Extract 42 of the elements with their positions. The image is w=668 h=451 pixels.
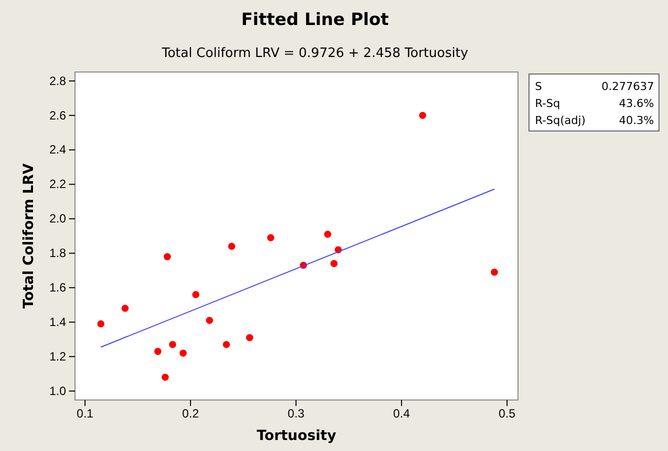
point [97,320,104,328]
y-tick-label: 1.2 [49,349,66,364]
chart-title: Fitted Line Plot [241,10,389,30]
x-tick-label: 0.2 [182,406,200,421]
x-tick-label: 0.5 [498,406,516,421]
x-tick-label: 0.4 [393,406,410,421]
text: 0.277637 [602,80,654,93]
point [180,350,187,357]
point [192,291,200,298]
y-tick-label: 2.2 [49,177,66,192]
point [164,253,171,260]
point [419,112,426,119]
text: 43.6% [619,97,654,110]
y-tick-label: 1.0 [49,384,66,398]
x-tick-label: 0.1 [76,406,94,421]
point [330,260,338,268]
point [490,268,498,276]
point [169,340,176,348]
text: 40.3% [619,114,654,127]
point [122,304,129,312]
point [162,374,169,381]
point [246,334,254,342]
point [267,234,274,242]
y-tick-label: 2.0 [49,212,66,226]
text: R-Sq [535,97,560,110]
y-tick-label: 1.6 [49,280,66,295]
point [206,316,214,324]
text: R-Sq(adj) [535,114,586,127]
y-tick-label: 1.8 [49,246,66,260]
y-tick-label: 2.4 [49,142,66,157]
x-axis-title: Tortuosity [256,428,336,444]
text: S [535,80,542,93]
y-axis-title: Total Coliform LRV [21,163,37,309]
y-tick-label: 2.8 [49,74,66,88]
point [228,242,236,250]
y-tick-label: 1.4 [49,314,66,329]
point [222,340,230,348]
x-tick-label: 0.3 [288,406,305,421]
chart-subtitle: Total Coliform LRV = 0.9726 + 2.458 Tortuosity [160,46,468,61]
point [154,348,162,355]
point [324,230,332,238]
y-tick-label: 2.6 [49,108,66,122]
